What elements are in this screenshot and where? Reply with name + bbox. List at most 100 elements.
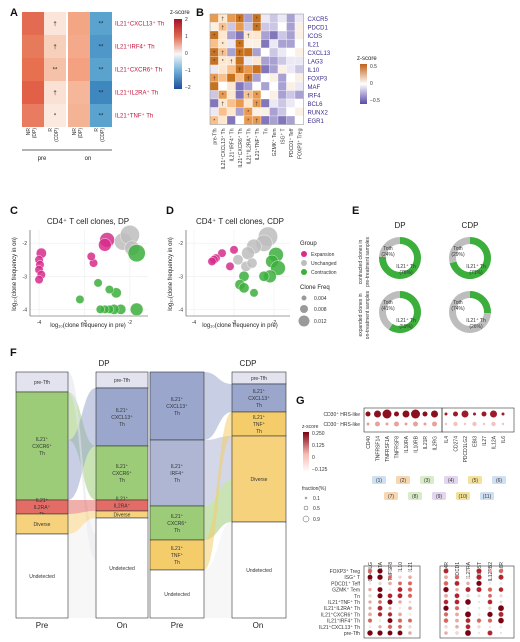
panel-g-bottom-dot [477,607,481,610]
panel-g-bottom-dot [443,612,449,617]
legend-expansion-dot [301,251,307,257]
panel-g-pair-badge [456,492,470,500]
panel-b-cell [209,13,219,23]
cdp-pre-label: IL21⁺ [171,464,184,470]
panel-g-pair-badge-label: (3) [424,478,430,484]
panel-d-letter: D [166,205,174,217]
panel-b-legend-tick: −0.5 [370,98,380,104]
cdp-pre-block [149,439,205,507]
dp-pre-label: CXCR6⁺ [32,444,52,450]
panel-g-bottom-dot [476,586,482,593]
cdp-pre-block [149,371,205,441]
panel-g-top-row-label: CD30⁺ HRS-like [323,412,360,418]
panel-b-cell [277,107,287,117]
panel-a-x-label: NR [72,128,78,136]
panel-a-mark: ** [99,68,104,74]
panel-g-bottom-dot [444,625,448,629]
panel-b-col-label: IL21⁺CXCL13⁺ Th [221,128,227,169]
panel-b-mark: † [238,50,241,56]
panel-g-bottom-dot [443,618,449,623]
panel-b-cell [252,107,262,117]
panel-g-bottom-dot [398,569,402,573]
panel-g-gene-label: TNFRSF1A [385,435,391,462]
panel-g-pair-badge-label: (8) [412,494,418,500]
donut-il21-pct: (26%) [469,324,483,330]
scatter-point-contraction [238,282,250,294]
panel-b-gene-label: ICOS [308,34,323,40]
panel-g-bottom-dot [443,586,449,593]
x-tick-label: -3 [232,320,237,326]
panel-g-pair-badge [480,492,494,500]
dp-pre-label: IL21⁺ [36,437,49,443]
panel-b-cell [294,56,304,66]
panel-b-cell [269,39,279,49]
cdp-on-label: Th [256,429,262,435]
panel-b-cell [218,30,228,40]
panel-b-col-label: Tn [263,128,269,134]
x-tick-label: -4 [37,320,42,326]
panel-g-bottom-row-label: Tn [354,594,360,600]
panel-b-mark: † [247,93,250,99]
panel-f: F DP CDP pre-TfhIL21⁺CXCR6⁺ThIL21⁺IL2RA⁺… [10,347,287,630]
panel-g-pair-badge [408,492,422,500]
panel-b-legend-title: z-score [357,56,377,62]
panel-g-frac-0: 0.1 [313,496,320,502]
panel-g-bottom-dot [476,574,482,580]
panel-g-top-dot [375,421,380,427]
panel-g-bottom-dot [377,612,383,617]
y-tick-label: -2 [23,241,28,247]
panel-g-gene-label: PDCD1LG2 [463,436,469,463]
panel-b-col-label: IL21⁺CXCR6⁺ Th [238,128,244,167]
panel-b-mark: * [256,16,258,22]
panel-a-cell [22,81,44,104]
panel-b-cell [294,22,304,32]
scatter-point-contraction [93,278,103,288]
cdp-pre-label: CXCL13⁺ [166,404,188,410]
x-tick-label: -2 [272,320,277,326]
panel-g-top-dot [394,411,399,417]
panel-g-bottom-right-box [439,565,515,639]
panel-a-mark: † [53,45,56,51]
panel-a-legend-tick: −2 [185,85,191,91]
panel-g-bottom-dot [477,613,481,616]
panel-g-bottom-dot [477,600,481,604]
cdp-pre-label: Th [174,478,180,484]
y-tick-label: -4 [23,307,28,313]
panel-b-mark: † [238,16,241,22]
panel-g-bottom-dot [407,618,413,623]
panel-g-gene-label: IL27 [482,436,488,446]
panel-g-bottom-left-box [363,565,421,639]
cdp-on-label: Undetected [246,568,272,574]
panel-g-bottom-dot [397,630,403,636]
cdp-pre-block [149,505,205,541]
panel-b-cell [243,22,253,32]
panel-b-cell [226,64,236,74]
panel-b-mark: * [256,93,258,99]
panel-b-cell [218,73,228,83]
panel-g-frac-1: 0.5 [313,506,320,512]
cdp-pre-label: Th [174,411,180,417]
panel-b-cell [277,98,287,108]
panel-g-bottom-row-label: IL21⁺IL2RA⁺ Th [324,606,360,612]
panel-a: A † **† **** **† *** ** IL21⁺CXCL13⁺ ThIL21⁺I… [10,7,191,162]
panel-d-xlabel: log₁₀(clone frequency in pre) [202,323,278,329]
panel-g-gene-label: IL10RA [404,435,410,452]
panel-b-cell [286,73,296,83]
panel-b-gene-label: LAG3 [308,59,324,65]
panel-b-cell [252,30,262,40]
donut-toth-slice [379,237,400,258]
donut-toth-pct: (41%) [381,306,395,312]
panel-b-mark: † [213,76,216,82]
dp-pre-block [15,391,69,501]
panel-g-top-dot [374,410,381,418]
donut-toth-pct: (29%) [451,252,465,258]
panel-b-cell [269,64,279,74]
panel-b-cell [260,90,270,100]
panel-b-cell [226,30,236,40]
panel-b-cell [260,98,270,108]
panel-g-gene-label: IL21R [423,436,429,450]
panel-g-bottom-dot [444,593,448,598]
dp-on-block [95,445,149,501]
cdp-pre-label: IRF4⁺ [170,471,184,477]
legend-unchanged-dot [301,260,307,266]
